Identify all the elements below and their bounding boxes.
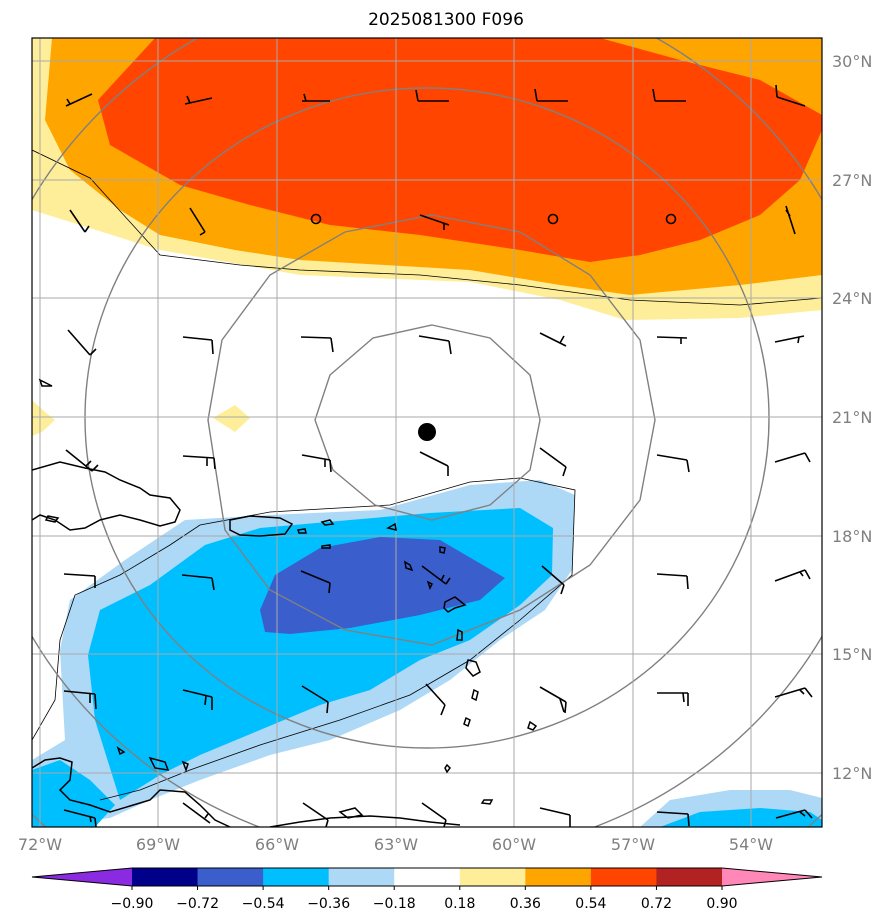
island-coast bbox=[465, 659, 481, 677]
south-america-coast-2 bbox=[269, 815, 461, 827]
island-coast bbox=[463, 716, 471, 728]
negative-anomaly-dark bbox=[260, 537, 505, 634]
colorbar-segment bbox=[459, 868, 526, 886]
lon-label: 63°W bbox=[374, 835, 418, 854]
colorbar-extend-min bbox=[32, 868, 132, 886]
island-coast bbox=[181, 760, 189, 773]
colorbar-tick-label: 0.90 bbox=[706, 896, 737, 912]
colorbar-tick-label: −0.90 bbox=[111, 896, 154, 912]
range-ring-2 bbox=[207, 214, 656, 646]
island-coast bbox=[38, 378, 53, 387]
island-coast bbox=[444, 763, 451, 774]
lat-label: 24°N bbox=[832, 289, 872, 308]
south-america-coast bbox=[32, 757, 231, 827]
negative-anomaly-southwest bbox=[32, 760, 115, 827]
colorbar-segment bbox=[590, 868, 657, 886]
colorbar-tick-label: 0.54 bbox=[575, 896, 606, 912]
island-coast bbox=[443, 596, 467, 613]
colorbar-tick-label: −0.72 bbox=[176, 896, 219, 912]
map-title: 2025081300 F096 bbox=[368, 10, 524, 30]
colorbar-segment bbox=[132, 868, 199, 886]
zero-contour-north bbox=[32, 149, 822, 306]
colorbar-tick-label: 0.36 bbox=[510, 896, 541, 912]
lon-label: 69°W bbox=[136, 835, 180, 854]
colorbar-segment bbox=[263, 868, 330, 886]
island-coast bbox=[116, 746, 126, 756]
colorbar: −0.90 −0.72 −0.54 −0.36 −0.18 0.18 0.36 0.54 0.7… bbox=[31, 867, 823, 912]
island-coast bbox=[527, 720, 538, 731]
island-coast bbox=[426, 580, 434, 590]
island-coast bbox=[480, 799, 494, 805]
coastlines bbox=[32, 378, 538, 827]
lat-label: 21°N bbox=[832, 408, 872, 427]
lat-label: 15°N bbox=[832, 645, 872, 664]
colorbar-extend-max bbox=[722, 868, 822, 886]
positive-anomaly-patch bbox=[213, 405, 250, 432]
positive-anomaly-red bbox=[98, 38, 822, 262]
island-coast bbox=[403, 560, 414, 572]
island-coast bbox=[44, 515, 60, 523]
latitude-labels: 30°N 27°N 24°N 21°N 18°N 15°N 12°N bbox=[832, 52, 872, 783]
lat-label: 30°N bbox=[832, 52, 872, 71]
lon-label: 72°W bbox=[18, 835, 62, 854]
lon-label: 54°W bbox=[729, 835, 773, 854]
island-coast bbox=[456, 628, 463, 641]
colorbar-tick-label: −0.54 bbox=[242, 896, 285, 912]
storm-center-marker bbox=[418, 423, 436, 441]
colorbar-tick-label: 0.18 bbox=[444, 896, 475, 912]
lon-label: 66°W bbox=[255, 835, 299, 854]
island-coast bbox=[297, 528, 307, 534]
colorbar-segment bbox=[525, 868, 592, 886]
lat-label: 12°N bbox=[832, 764, 872, 783]
island-coast bbox=[439, 546, 446, 554]
lon-label: 57°W bbox=[611, 835, 655, 854]
lon-label: 60°W bbox=[492, 835, 536, 854]
colorbar-tick-label: −0.36 bbox=[307, 896, 350, 912]
island-coast bbox=[320, 519, 335, 526]
puerto-rico-coast bbox=[229, 515, 294, 537]
colorbar-segment bbox=[394, 868, 461, 886]
range-ring-3 bbox=[84, 87, 770, 749]
wind-barbs bbox=[63, 84, 813, 827]
island-coast bbox=[321, 544, 331, 549]
range-ring-1 bbox=[314, 324, 541, 521]
negative-anomaly-southeast-mid bbox=[660, 808, 822, 827]
colorbar-tick-label: −0.18 bbox=[373, 896, 416, 912]
colorbar-segment bbox=[328, 868, 395, 886]
colorbar-segment bbox=[656, 868, 723, 886]
lat-label: 18°N bbox=[832, 527, 872, 546]
colorbar-tick-label: 0.72 bbox=[641, 896, 672, 912]
lat-label: 27°N bbox=[832, 171, 872, 190]
island-coast bbox=[386, 522, 397, 532]
island-coast bbox=[148, 756, 170, 771]
colorbar-segment bbox=[197, 868, 264, 886]
hispaniola-coast bbox=[32, 461, 181, 531]
island-coast bbox=[471, 688, 479, 702]
positive-anomaly-patch bbox=[32, 400, 55, 436]
island-coast bbox=[338, 807, 364, 819]
map-frame bbox=[31, 37, 823, 828]
graticule bbox=[32, 38, 822, 827]
longitude-labels: 72°W 69°W 66°W 63°W 60°W 57°W 54°W bbox=[18, 835, 773, 854]
